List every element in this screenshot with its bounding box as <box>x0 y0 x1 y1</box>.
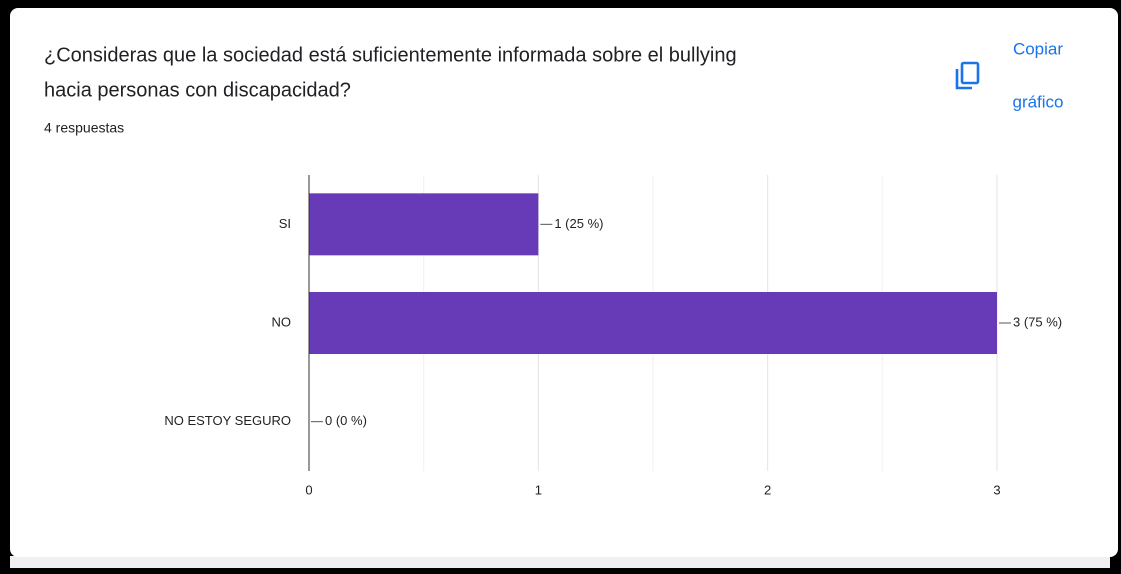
x-tick-label: 3 <box>993 482 1000 497</box>
y-tick-label: NO ESTOY SEGURO <box>164 413 291 428</box>
x-tick-label: 2 <box>764 482 771 497</box>
y-tick-label: SI <box>279 216 291 231</box>
bar <box>309 292 997 354</box>
y-tick-label: NO <box>272 314 292 329</box>
x-tick-label: 1 <box>535 482 542 497</box>
plot: 0 1 2 3 SI 1 (25 %) NO 3 (75 %) NO ESTOY SEGURO 0… <box>164 175 1062 497</box>
question-title: ¿Consideras que la sociedad está suficie… <box>44 44 737 66</box>
copy-button[interactable]: Copiar <box>1013 39 1063 58</box>
page-background <box>10 556 1110 568</box>
copy-button[interactable]: gráfico <box>1012 92 1063 111</box>
value-label: 0 (0 %) <box>325 413 367 428</box>
value-label: 1 (25 %) <box>554 216 603 231</box>
copy-icon[interactable] <box>955 61 980 90</box>
x-tick-label: 0 <box>305 482 312 497</box>
value-label: 3 (75 %) <box>1013 314 1062 329</box>
card <box>10 8 1118 557</box>
question-title: hacia personas con discapacidad? <box>44 79 351 101</box>
response-count: 4 respuestas <box>44 120 124 136</box>
bar <box>309 193 539 256</box>
